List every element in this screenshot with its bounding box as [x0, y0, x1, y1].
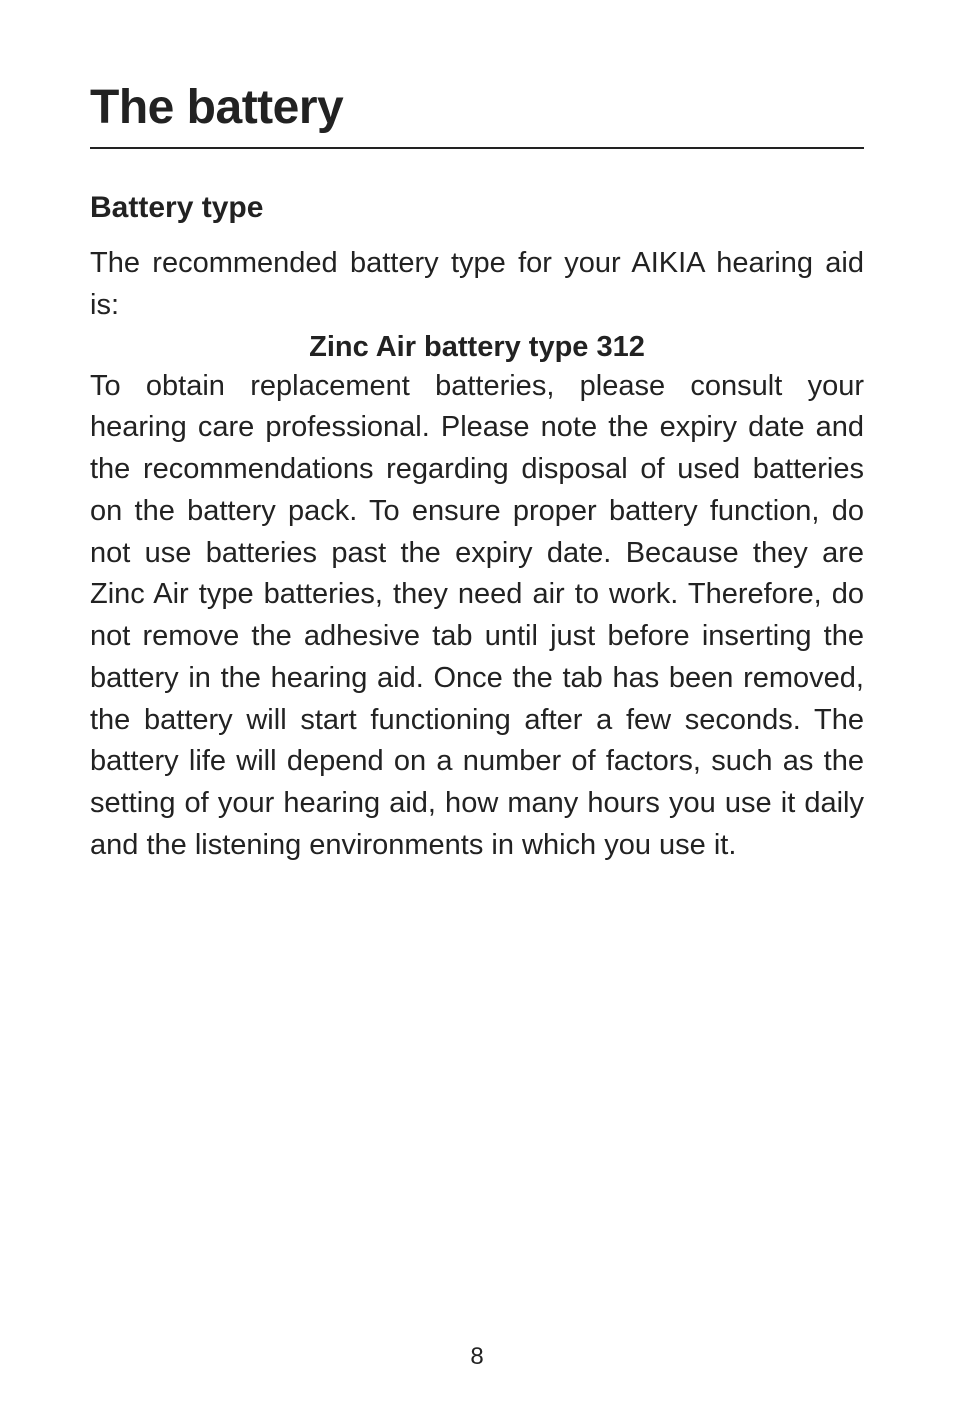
- body-paragraph: To obtain replacement batteries, please …: [90, 366, 864, 867]
- battery-type-line: Zinc Air battery type 312: [90, 331, 864, 364]
- page-number: 8: [0, 1343, 954, 1371]
- intro-paragraph: The recommended battery type for your AI…: [90, 243, 864, 327]
- page-title: The battery: [90, 80, 864, 149]
- section-heading-battery-type: Battery type: [90, 191, 864, 225]
